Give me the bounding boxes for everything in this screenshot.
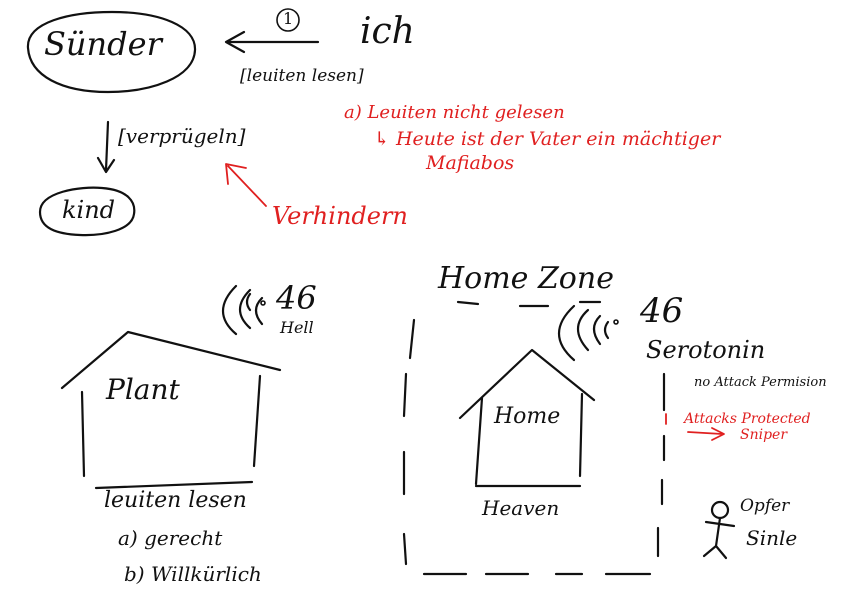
step-one-circle [276, 8, 300, 32]
zone-left-dash-4 [402, 532, 408, 566]
arrow-label-leuiten: [leuiten lesen] [240, 66, 364, 86]
left-signal-arcs [221, 284, 264, 336]
no-attack-label: no Attack Permision [694, 375, 827, 390]
left-house-walls [80, 374, 262, 478]
zone-left-dash-2 [402, 372, 408, 418]
step-number: 1 [283, 9, 294, 28]
left-house-base [94, 480, 254, 490]
option-a: a) gerecht [118, 526, 223, 550]
note-c: Mafiabos [426, 152, 515, 174]
sniper-label: Sniper [740, 427, 788, 443]
kind-label: kind [62, 196, 116, 224]
down-label-verpruegeln: [verprügeln] [118, 124, 246, 148]
right-signal-number: 46 [640, 291, 684, 331]
suender-ellipse [26, 10, 197, 94]
attacks-protected-label: Attacks Protected [684, 411, 811, 427]
verhindern-label: Verhindern [272, 202, 408, 230]
note-a: a) Leuiten nicht gelesen [344, 102, 565, 123]
stick-figure-body [702, 516, 736, 560]
zone-top-dash-1 [456, 300, 480, 306]
suender-label: Sünder [44, 25, 162, 63]
sinle-label: Sinle [746, 526, 798, 550]
plant-label: Plant [106, 373, 180, 406]
home-house-walls [474, 392, 584, 486]
home-house-roof [458, 348, 596, 420]
attack-arrow [687, 427, 725, 441]
down-arrow [96, 120, 116, 174]
ich-arrow [224, 30, 320, 54]
verhindern-arrow [225, 163, 267, 207]
note-b: ↳ Heute ist der Vater ein mächtiger [374, 128, 721, 150]
home-label: Home [494, 404, 561, 429]
opfer-label: Opfer [740, 496, 790, 516]
left-signal-label: Hell [280, 318, 314, 337]
left-caption: leuiten lesen [104, 488, 247, 513]
zone-left-dash-1 [408, 318, 416, 360]
zone-title: Home Zone [438, 261, 614, 296]
option-b: b) Willkürlich [124, 562, 262, 586]
kind-ellipse [38, 186, 136, 237]
stick-figure-head [710, 500, 730, 520]
left-house-roof [60, 330, 282, 390]
right-signal-arcs [558, 304, 610, 362]
heaven-label: Heaven [482, 496, 560, 520]
left-signal-number: 46 [276, 279, 317, 317]
ich-label: ich [360, 11, 415, 52]
serotonin-label: Serotonin [646, 336, 766, 364]
